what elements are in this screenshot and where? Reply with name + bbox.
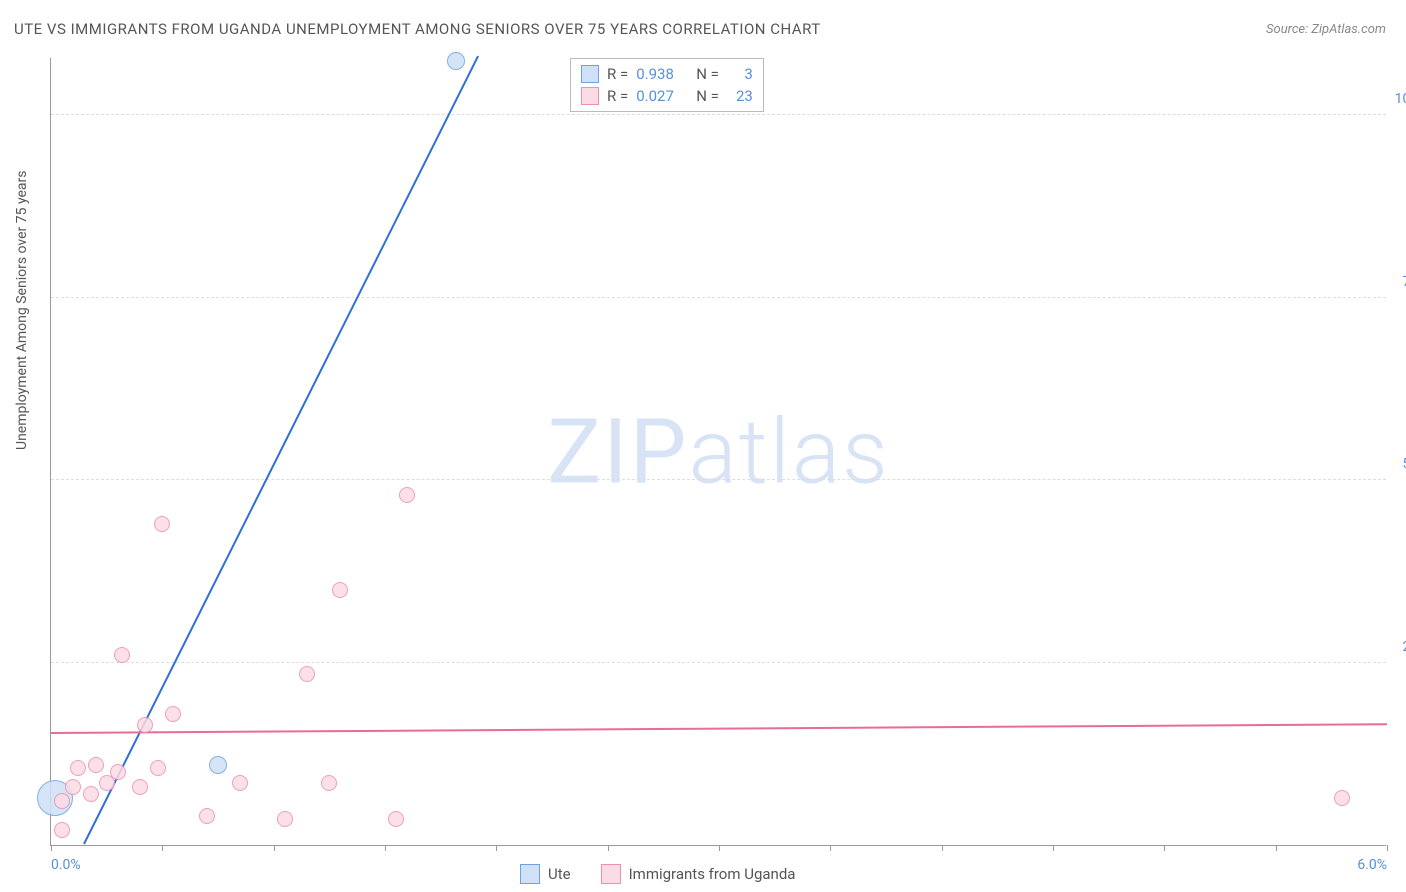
data-point xyxy=(209,756,227,774)
data-point xyxy=(277,811,293,827)
series-swatch xyxy=(581,65,599,83)
x-tick xyxy=(274,845,275,851)
x-tick xyxy=(51,845,52,851)
series-legend: Ute Immigrants from Uganda xyxy=(520,864,795,884)
data-point xyxy=(114,647,130,663)
x-tick xyxy=(1164,845,1165,851)
data-point xyxy=(150,760,166,776)
x-tick xyxy=(1276,845,1277,851)
x-tick xyxy=(830,845,831,851)
legend-item: Immigrants from Uganda xyxy=(601,864,796,884)
y-axis-label: Unemployment Among Seniors over 75 years xyxy=(14,171,30,451)
plot-area: ZIPatlas 25.0%50.0%75.0%100.0%0.0%6.0% xyxy=(50,58,1386,846)
watermark: ZIPatlas xyxy=(547,399,889,504)
data-point xyxy=(65,779,81,795)
gridline-h xyxy=(51,479,1386,480)
x-tick xyxy=(162,845,163,851)
data-point xyxy=(54,822,70,838)
gridline-h xyxy=(51,662,1386,663)
stats-row: R =0.027N =23 xyxy=(581,85,753,107)
series-swatch xyxy=(520,864,540,884)
series-swatch xyxy=(601,864,621,884)
data-point xyxy=(299,666,315,682)
x-tick xyxy=(1053,845,1054,851)
data-point xyxy=(132,779,148,795)
legend-item: Ute xyxy=(520,864,571,884)
x-tick xyxy=(385,845,386,851)
data-point xyxy=(110,764,126,780)
data-point xyxy=(165,706,181,722)
x-tick-label: 6.0% xyxy=(1357,857,1387,873)
source-attribution: Source: ZipAtlas.com xyxy=(1266,22,1386,37)
data-point xyxy=(199,808,215,824)
x-tick xyxy=(942,845,943,851)
trend-line xyxy=(51,723,1387,734)
data-point xyxy=(83,786,99,802)
x-tick xyxy=(608,845,609,851)
x-tick xyxy=(496,845,497,851)
data-point xyxy=(332,582,348,598)
y-tick-label: 25.0% xyxy=(1402,639,1406,655)
data-point xyxy=(388,811,404,827)
x-tick xyxy=(1387,845,1388,851)
correlation-chart: UTE VS IMMIGRANTS FROM UGANDA UNEMPLOYME… xyxy=(0,0,1406,892)
data-point xyxy=(447,52,465,70)
y-tick-label: 50.0% xyxy=(1402,456,1406,472)
gridline-h xyxy=(51,114,1386,115)
y-tick-label: 100.0% xyxy=(1395,91,1406,107)
data-point xyxy=(399,487,415,503)
data-point xyxy=(88,757,104,773)
gridline-h xyxy=(51,297,1386,298)
data-point xyxy=(1334,790,1350,806)
y-tick-label: 75.0% xyxy=(1402,274,1406,290)
data-point xyxy=(321,775,337,791)
stats-legend-box: R =0.938N =3R =0.027N =23 xyxy=(570,58,764,112)
data-point xyxy=(154,516,170,532)
data-point xyxy=(232,775,248,791)
series-swatch xyxy=(581,87,599,105)
x-tick xyxy=(719,845,720,851)
data-point xyxy=(70,760,86,776)
data-point xyxy=(137,717,153,733)
stats-row: R =0.938N =3 xyxy=(581,63,753,85)
chart-title: UTE VS IMMIGRANTS FROM UGANDA UNEMPLOYME… xyxy=(14,20,821,38)
data-point xyxy=(54,793,70,809)
x-tick-label: 0.0% xyxy=(51,857,81,873)
